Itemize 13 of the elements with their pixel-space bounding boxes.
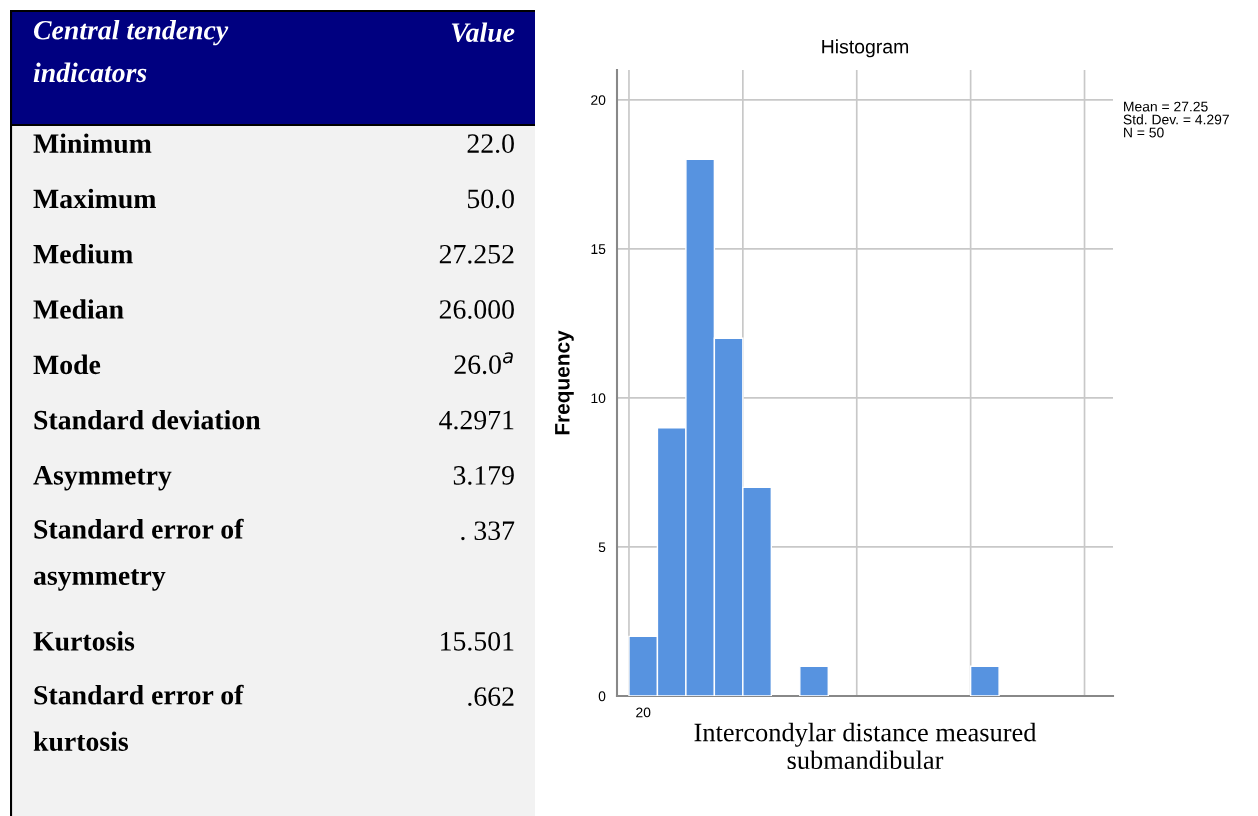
y-axis-title: Frequency <box>555 330 574 435</box>
chart-title: Histogram <box>822 39 909 58</box>
text: N = 50 <box>1124 127 1164 138</box>
x-axis-title: Intercondylar distance measured submandibular <box>694 722 1037 770</box>
y-tick-label: 10 <box>591 393 606 404</box>
y-tick-label: 15 <box>591 244 606 255</box>
y-tick-label: 5 <box>598 542 606 553</box>
text: Mean = 27.25 <box>1124 101 1208 112</box>
bar <box>799 665 829 696</box>
y-tick-label: 0 <box>598 691 606 702</box>
bar <box>969 665 1000 696</box>
text: Std. Dev. = 4.297 <box>1123 114 1229 125</box>
y-tick-label: 20 <box>591 95 606 105</box>
